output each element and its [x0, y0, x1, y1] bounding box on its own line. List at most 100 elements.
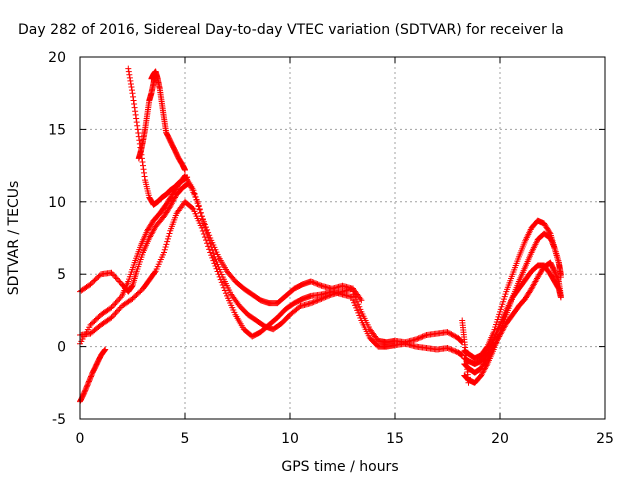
data-point [315, 296, 322, 303]
data-point [420, 333, 427, 340]
data-point [116, 278, 123, 285]
series-track-2 [77, 172, 365, 347]
data-point [356, 303, 363, 310]
y-axis-label: SDTVAR / TECUs [6, 181, 22, 296]
data-point [191, 190, 198, 197]
data-point [91, 318, 98, 325]
data-point [219, 282, 226, 289]
data-point [552, 270, 559, 277]
data-point [314, 297, 321, 304]
data-point [350, 297, 356, 304]
data-point [356, 312, 363, 319]
series-track-9 [350, 297, 466, 359]
x-tick-label: 15 [386, 431, 404, 447]
data-point [88, 280, 95, 287]
data-point [214, 268, 221, 275]
data-point [192, 193, 199, 200]
data-point [83, 384, 90, 391]
data-point [109, 303, 116, 310]
data-point [126, 71, 133, 78]
data-point [422, 332, 429, 339]
data-point [201, 234, 208, 241]
data-point [458, 338, 465, 345]
data-point [101, 347, 108, 354]
data-point [309, 299, 316, 306]
series-track-3 [77, 198, 356, 340]
x-tick-label: 25 [596, 431, 614, 447]
data-point [553, 272, 560, 279]
data-point [206, 232, 213, 239]
data-point [201, 221, 208, 228]
data-point [102, 346, 109, 353]
data-point [133, 292, 140, 299]
data-point [222, 290, 229, 297]
data-point [94, 315, 101, 322]
data-point [213, 265, 220, 272]
data-point [317, 282, 324, 289]
data-point [190, 187, 197, 194]
data-points [77, 65, 564, 405]
data-point [315, 281, 322, 288]
data-point [162, 244, 169, 251]
series-track-5 [125, 65, 191, 208]
data-point [313, 280, 320, 287]
data-point [551, 268, 558, 275]
data-point [449, 332, 456, 339]
data-point [130, 97, 137, 104]
data-point [116, 305, 123, 312]
data-point [198, 224, 205, 231]
data-point [310, 279, 317, 286]
data-point [182, 166, 188, 173]
data-point [557, 274, 564, 281]
data-point [205, 229, 212, 236]
data-point [108, 314, 115, 321]
data-point [131, 104, 138, 111]
data-point [141, 169, 148, 176]
data-point [139, 158, 146, 165]
data-point [113, 298, 120, 305]
data-point [500, 296, 507, 303]
data-point [129, 90, 136, 97]
data-point [134, 122, 141, 129]
data-point [448, 331, 455, 338]
data-point [352, 302, 359, 309]
data-point [500, 298, 507, 305]
data-point [497, 308, 503, 315]
data-point [85, 378, 92, 385]
data-point [127, 77, 134, 84]
data-point [444, 345, 451, 352]
data-point [132, 111, 139, 118]
data-point [113, 275, 120, 282]
data-point [351, 291, 358, 298]
data-point [309, 278, 316, 285]
data-point [115, 297, 122, 304]
data-point [125, 68, 132, 75]
data-point [196, 206, 203, 213]
data-point [451, 332, 458, 339]
data-point [132, 108, 139, 115]
axis-ticks: 0 5 10 15 20 25 -5 0 5 10 15 20 [48, 50, 614, 447]
data-point [130, 294, 137, 301]
data-point [130, 93, 137, 100]
data-point [445, 329, 452, 336]
data-point [128, 87, 135, 94]
data-point [200, 218, 207, 225]
data-point [95, 273, 102, 280]
data-point [207, 249, 214, 256]
data-point [140, 162, 146, 169]
data-point [311, 298, 318, 305]
data-point [452, 333, 459, 340]
data-point [87, 281, 94, 288]
data-point [195, 203, 202, 210]
data-point [447, 346, 454, 353]
data-point [199, 215, 206, 222]
data-point [203, 224, 209, 231]
data-point [415, 335, 422, 342]
data-point [132, 293, 139, 300]
data-point [210, 257, 217, 264]
data-point [216, 273, 223, 280]
data-point [90, 278, 97, 285]
data-point [199, 227, 206, 234]
data-point [493, 318, 500, 325]
